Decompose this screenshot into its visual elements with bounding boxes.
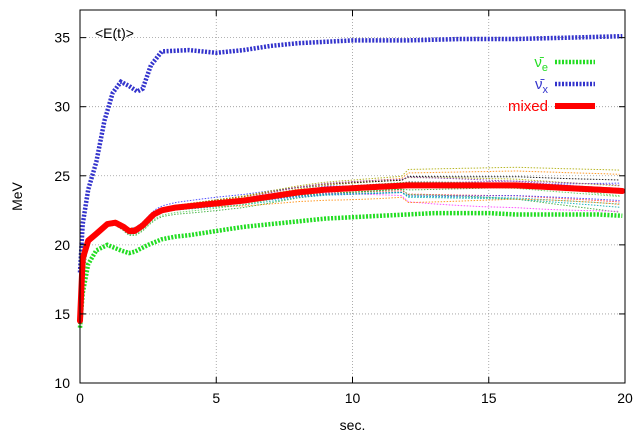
y-tick-label: 30 — [54, 99, 70, 115]
series-line-mixed — [77, 182, 626, 324]
chart-title: <E(t)> — [95, 25, 134, 41]
background-curve — [80, 181, 620, 290]
legend-label-mixed: mixed — [508, 98, 548, 115]
y-tick-labels: 10 15 20 25 30 35 — [54, 30, 70, 391]
x-tick-labels: 0 5 10 15 20 — [76, 390, 633, 406]
y-tick-label: 25 — [54, 168, 70, 184]
legend-label-x: ν̄x — [535, 76, 549, 96]
x-tick-label: 15 — [481, 390, 497, 406]
legend-subscript: x — [543, 84, 549, 96]
x-tick-label: 20 — [617, 390, 633, 406]
y-tick-label: 15 — [54, 306, 70, 322]
series-line-nu-x — [77, 33, 623, 273]
x-tick-label: 5 — [212, 390, 220, 406]
y-tick-label: 20 — [54, 237, 70, 253]
y-tick-label: 35 — [54, 30, 70, 46]
x-tick-label: 10 — [345, 390, 361, 406]
ticks — [79, 10, 626, 384]
series-line-nu-e — [77, 210, 623, 328]
legend: ν̄e ν̄x mixed — [508, 54, 595, 115]
legend-label-e: ν̄e — [534, 54, 548, 74]
legend-subscript: e — [542, 62, 548, 74]
x-tick-label: 0 — [76, 390, 84, 406]
series-lines — [77, 33, 626, 328]
background-curve — [80, 181, 620, 290]
y-tick-label: 10 — [54, 375, 70, 391]
y-axis-title: MeV — [9, 181, 25, 210]
x-axis-title: sec. — [340, 417, 366, 433]
